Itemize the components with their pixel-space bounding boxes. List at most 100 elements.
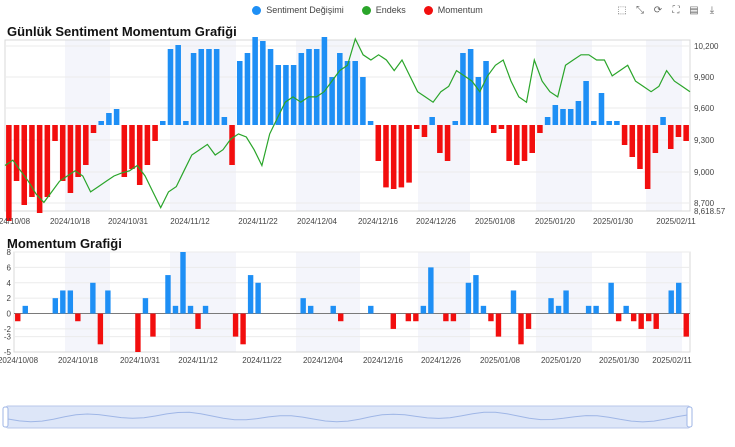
sentiment-bar — [198, 49, 205, 125]
sentiment-bar — [560, 109, 566, 125]
momentum-bar — [465, 282, 472, 314]
momentum-bar — [413, 313, 419, 322]
sentiment-bar — [21, 125, 28, 205]
chart1-x-tick-label: 2025/02/11 — [656, 217, 696, 226]
sentiment-bar — [606, 121, 612, 125]
momentum-bar — [615, 313, 622, 322]
sentiment-bar — [475, 77, 482, 125]
chart1-right-tick-label: 8,700 — [694, 199, 715, 208]
datazoom-preview-line — [7, 411, 689, 423]
sentiment-bar — [267, 49, 274, 125]
chart1-x-tick-label: 2024/12/04 — [297, 217, 338, 226]
chart2-y-tick-label: 8 — [7, 248, 12, 257]
sentiment-bar — [667, 125, 674, 149]
sentiment-bar — [637, 125, 643, 169]
sentiment-bar — [136, 125, 143, 185]
momentum-bar — [555, 305, 562, 314]
momentum-bar — [443, 313, 449, 322]
sentiment-bar — [13, 125, 20, 181]
sentiment-bar — [521, 125, 528, 161]
sentiment-bar — [537, 125, 543, 133]
chart1-x-tick-label: 2024/11/12 — [170, 217, 210, 226]
momentum-bar — [683, 313, 689, 337]
chart2-y-tick-label: -2 — [4, 325, 12, 334]
chart1-x-tick-label: 2024/10/31 — [108, 217, 149, 226]
sentiment-bar — [360, 77, 366, 125]
chart2-y-tick-label: 4 — [7, 279, 12, 288]
chart1-x-tick-label: 2024/11/22 — [238, 217, 278, 226]
momentum-bar — [548, 298, 554, 314]
momentum-bar — [75, 313, 81, 322]
momentum-bar — [22, 305, 28, 314]
momentum-bar — [240, 313, 246, 345]
datazoom-right-handle — [686, 406, 693, 428]
fullscreen-icon[interactable]: ⛶ — [672, 5, 680, 16]
chart2-band-2 — [296, 252, 360, 352]
sentiment-bar — [367, 121, 374, 125]
chart1-right-tick-label: 10,200 — [694, 42, 719, 51]
sentiment-bar — [452, 121, 459, 125]
sentiment-bar — [337, 53, 343, 125]
zoom-select-icon[interactable]: ⬚ — [617, 5, 627, 16]
momentum-bar — [390, 313, 397, 329]
momentum-bar — [60, 290, 66, 314]
sentiment-bar — [429, 117, 435, 125]
momentum-bar — [638, 313, 644, 329]
sentiment-bar — [290, 65, 297, 125]
momentum-bar — [172, 305, 179, 314]
momentum-bar — [525, 313, 532, 329]
chart1-x-tick-label: 2024/10/18 — [50, 217, 91, 226]
chart1-right-tick-label: 9,900 — [694, 73, 715, 82]
chart2-y-tick-label: -3 — [4, 333, 12, 342]
sentiment-bar — [183, 121, 189, 125]
sentiment-bar — [59, 125, 66, 181]
datazoom-slider — [5, 405, 691, 429]
momentum-bar — [668, 290, 674, 314]
sentiment-bar — [444, 125, 451, 161]
momentum-bar — [180, 252, 186, 314]
sentiment-bar — [390, 125, 397, 189]
legend-momentum-label: Momentum — [437, 5, 483, 15]
sentiment-bar — [344, 61, 351, 125]
momentum-bar — [97, 313, 104, 345]
chart1-x-tick-label: 2024/12/26 — [416, 217, 457, 226]
sentiment-bar — [644, 125, 651, 189]
momentum-bar — [330, 305, 336, 314]
chart1-band-4 — [536, 40, 592, 211]
legend-item-endeks[interactable]: Endeks — [361, 5, 406, 15]
sentiment-bar — [129, 125, 135, 169]
momentum-bar — [645, 313, 652, 322]
sentiment-bar — [583, 81, 589, 125]
chart2-x-tick-label: 2025/01/30 — [599, 356, 640, 365]
momentum-bar — [473, 275, 479, 314]
sentiment-bar — [375, 125, 382, 161]
legend-sentiment-marker — [252, 5, 262, 15]
sentiment-bar — [75, 125, 81, 177]
chart2-x-tick-label: 2025/02/11 — [652, 356, 692, 365]
momentum-bar — [202, 305, 209, 314]
sentiment-bar — [483, 61, 489, 125]
sentiment-bar — [298, 53, 305, 125]
chart2-x-tick-label: 2024/11/22 — [242, 356, 282, 365]
zoom-reset-icon[interactable]: ⤡ — [636, 5, 644, 16]
sentiment-bar — [544, 117, 551, 125]
legend-item-sentiment[interactable]: Sentiment Değişimi — [252, 5, 344, 15]
toolbox: ⬚ ⤡ ⟳ ⛶ ▤ ⤓ — [617, 6, 717, 16]
sentiment-bar — [160, 121, 166, 125]
momentum-bar — [630, 313, 637, 322]
sentiment-bar — [629, 125, 636, 157]
sentiment-bar — [683, 125, 689, 141]
momentum-bar — [585, 305, 592, 314]
restore-icon[interactable]: ⟳ — [653, 5, 663, 16]
momentum-bar — [518, 313, 524, 345]
data-view-icon[interactable]: ▤ — [689, 5, 699, 16]
momentum-bar — [300, 298, 306, 314]
sentiment-bar — [152, 125, 158, 141]
momentum-bar — [307, 305, 314, 314]
sentiment-bar — [575, 101, 582, 125]
momentum-bar — [608, 282, 614, 314]
save-image-icon[interactable]: ⤓ — [709, 5, 715, 16]
momentum-bar — [405, 313, 412, 322]
sentiment-bar — [283, 65, 289, 125]
legend-item-momentum[interactable]: Momentum — [423, 5, 483, 15]
